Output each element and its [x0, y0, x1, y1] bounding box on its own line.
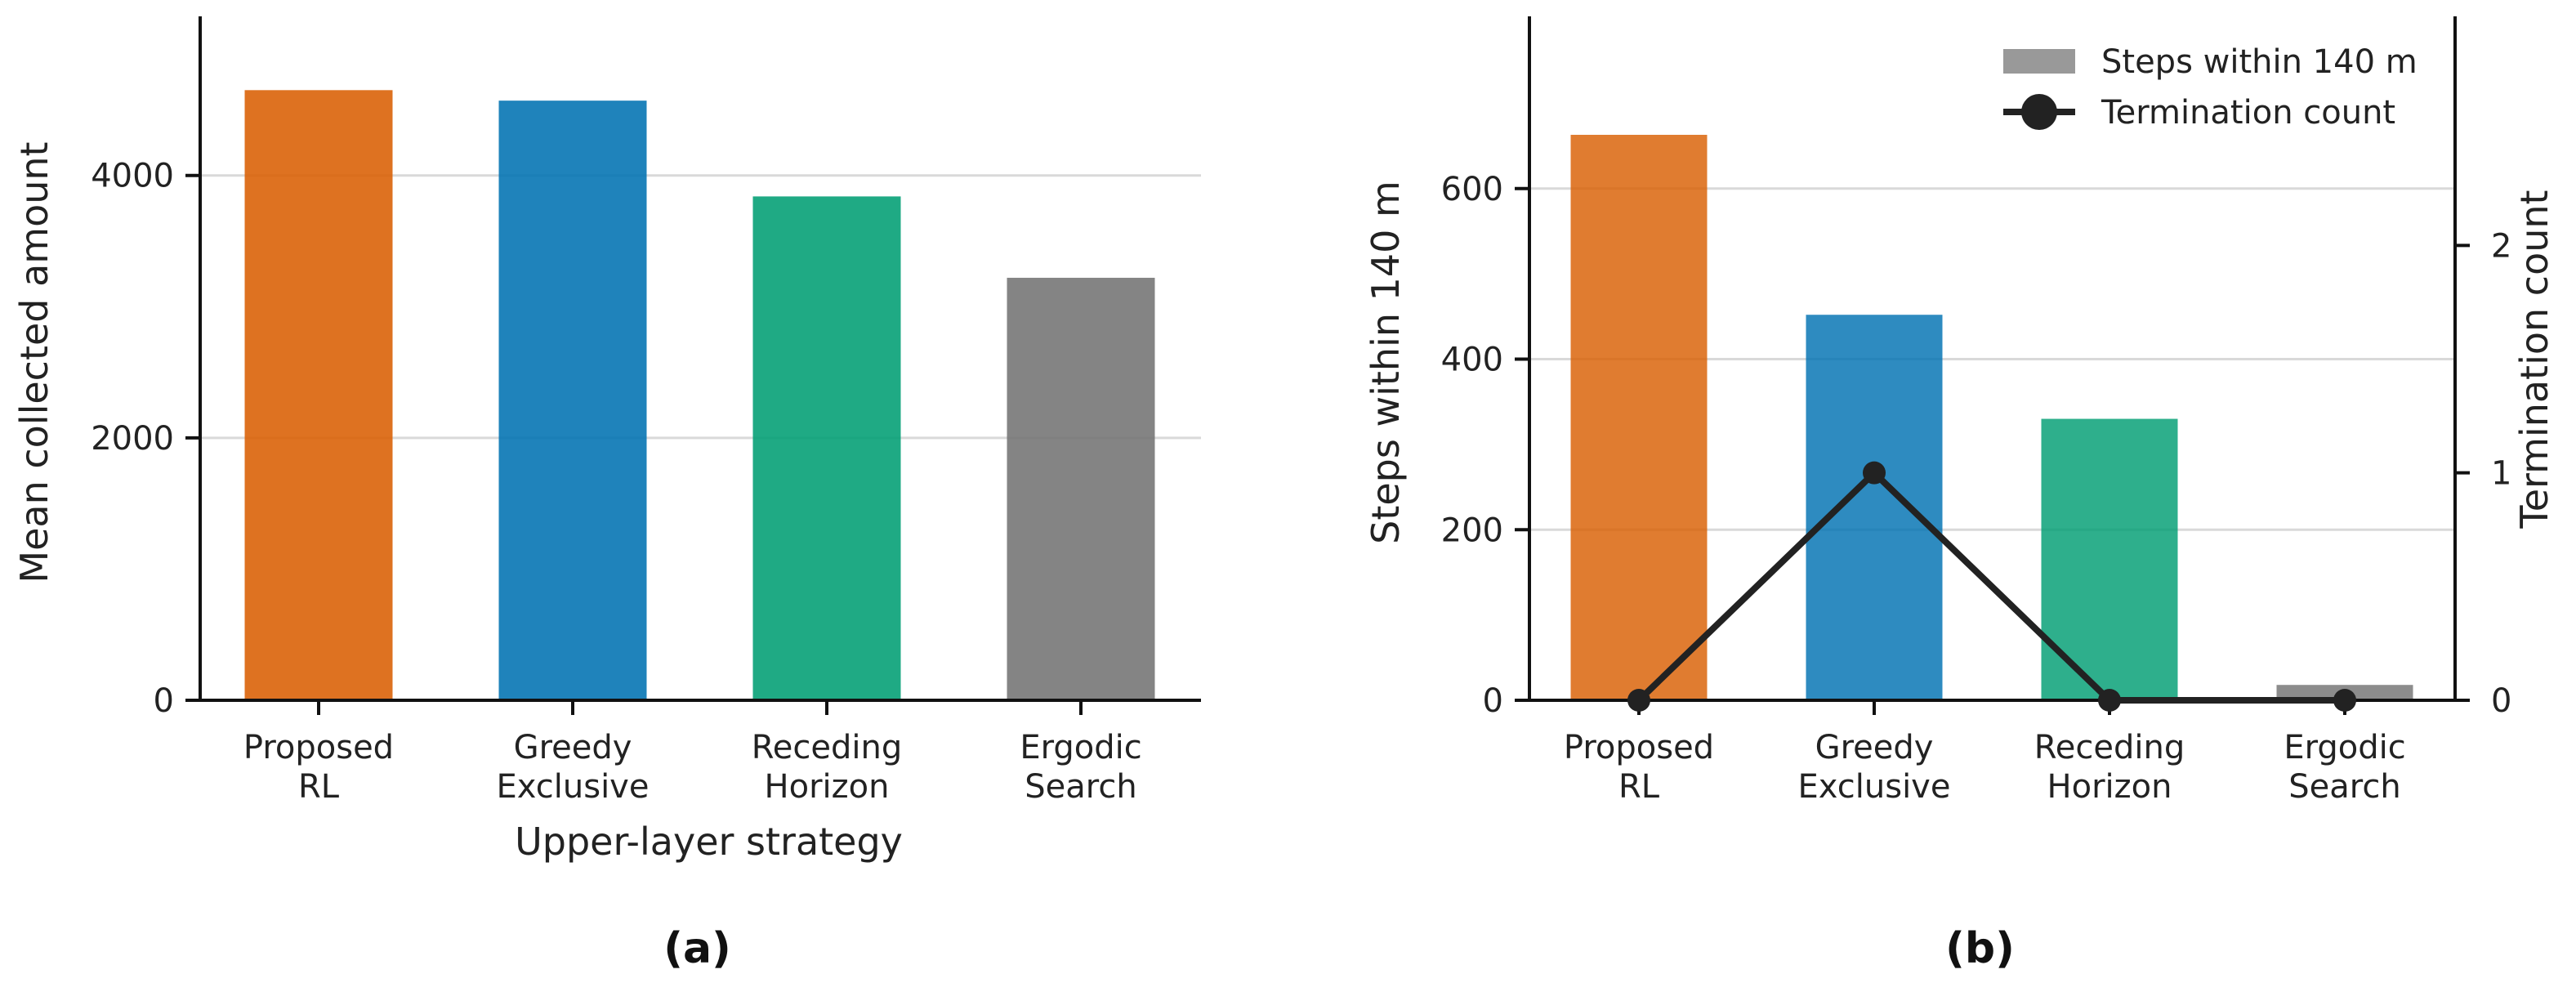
bar — [1570, 134, 1708, 700]
legend-swatch-bar — [2003, 49, 2075, 74]
x-tick-label: RL — [298, 768, 340, 806]
y2-tick-label: 2 — [2491, 227, 2511, 265]
termination-line — [1636, 469, 2345, 704]
x-tick-label: Proposed — [243, 729, 394, 766]
termination-point — [2333, 689, 2356, 712]
legend-label: Steps within 140 m — [2101, 43, 2418, 81]
y-tick-label: 0 — [1483, 682, 1503, 720]
termination-point — [1627, 689, 1650, 712]
x-tick-label: Search — [1025, 768, 1136, 806]
x-axis-label: Upper-layer strategy — [515, 820, 903, 864]
x-tick-label: Exclusive — [1798, 768, 1951, 806]
legend-swatch-marker — [2021, 94, 2057, 130]
x-tick-label: Greedy — [514, 729, 632, 766]
x-tick-label: Horizon — [2047, 768, 2172, 806]
y-axis-label: Steps within 140 m — [1364, 181, 1408, 544]
panel-label: (b) — [1945, 924, 2015, 973]
y-tick-label: 600 — [1441, 171, 1503, 208]
bar — [1007, 277, 1155, 700]
x-tick-label: Horizon — [765, 768, 890, 806]
y-tick-label: 4000 — [91, 158, 174, 195]
bar — [244, 90, 393, 700]
x-tick-label: Proposed — [1564, 729, 1714, 766]
panel-label: (a) — [663, 924, 731, 973]
termination-point — [2098, 689, 2121, 712]
bar — [752, 196, 901, 700]
y-tick-label: 2000 — [91, 420, 174, 458]
y-tick-label: 200 — [1441, 512, 1503, 549]
x-tick-label: Greedy — [1815, 729, 1934, 766]
x-tick-label: Receding — [2034, 729, 2185, 766]
x-tick-label: RL — [1618, 768, 1660, 806]
bar — [1806, 315, 1943, 700]
y2-tick-label: 0 — [2491, 682, 2511, 720]
x-tick-label: Ergodic — [2284, 729, 2405, 766]
y2-axis-label: Termination count — [2512, 190, 2556, 529]
y-tick-label: 400 — [1441, 342, 1503, 379]
x-tick-label: Search — [2288, 768, 2400, 806]
y-tick-label: 0 — [154, 682, 174, 720]
legend-label: Termination count — [2101, 94, 2395, 132]
x-tick-label: Receding — [752, 729, 902, 766]
y2-tick-label: 1 — [2491, 455, 2511, 493]
bar — [498, 101, 647, 701]
x-tick-label: Exclusive — [497, 768, 650, 806]
y-axis-label: Mean collected amount — [12, 141, 56, 583]
x-tick-label: Ergodic — [1020, 729, 1141, 766]
termination-point — [1863, 461, 1886, 485]
